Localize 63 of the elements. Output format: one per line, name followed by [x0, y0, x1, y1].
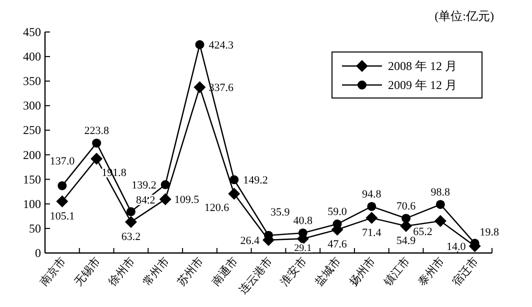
data-label: 424.3	[208, 40, 234, 52]
point	[160, 180, 170, 190]
data-label: 149.2	[243, 174, 268, 187]
y-tick-label: 100	[23, 196, 41, 211]
data-label: 70.6	[396, 200, 416, 212]
point	[367, 202, 376, 211]
point	[124, 216, 137, 228]
y-tick-label: 350	[23, 74, 41, 88]
data-label: 19.8	[480, 226, 500, 238]
data-label: 98.8	[430, 186, 451, 198]
data-label: 63.2	[121, 230, 141, 243]
legend-label: 2009 年 12 月	[388, 78, 457, 92]
data-label: 71.4	[362, 226, 382, 239]
data-label: 35.9	[270, 206, 290, 218]
y-tick-label: 150	[23, 172, 41, 186]
x-tick-label: 无锡市	[72, 254, 103, 288]
data-label: 40.8	[293, 214, 314, 227]
point	[90, 152, 103, 165]
y-tick-label: 450	[23, 25, 41, 39]
x-tick-label: 泰州市	[416, 254, 447, 288]
y-tick-label: 250	[23, 123, 41, 138]
y-tick-label: 400	[23, 50, 41, 64]
x-tick-label: 常州市	[140, 254, 172, 288]
data-label: 14.0	[446, 241, 466, 254]
y-tick-label: 300	[23, 98, 41, 113]
point	[436, 200, 445, 209]
x-tick-label: 淮安市	[278, 254, 310, 288]
x-tick-label: 苏州市	[174, 254, 206, 288]
point	[56, 195, 68, 208]
data-label: 54.9	[396, 235, 416, 248]
y-tick-label: 200	[23, 148, 41, 162]
data-label: 65.2	[413, 226, 432, 238]
data-label: 26.4	[240, 235, 260, 248]
point	[228, 188, 240, 200]
point	[195, 40, 204, 50]
data-label: 94.8	[362, 188, 382, 200]
point	[230, 175, 239, 184]
data-label: 47.6	[328, 238, 348, 251]
legend-label: 2008 年 12 月	[388, 59, 457, 73]
data-label: 137.0	[50, 156, 76, 168]
data-label: 139.2	[132, 180, 156, 192]
data-label: 29.1	[294, 243, 312, 254]
point	[92, 138, 102, 148]
point	[402, 214, 411, 223]
data-label: 223.8	[84, 125, 110, 138]
y-tick-label: 50	[29, 221, 41, 236]
point	[58, 181, 67, 190]
point	[159, 193, 172, 206]
x-tick-label: 宿迁市	[450, 254, 482, 288]
x-tick-label: 扬州市	[346, 254, 378, 288]
point	[194, 81, 206, 94]
data-label: 109.5	[174, 194, 200, 206]
point	[366, 212, 378, 224]
x-tick-label: 徐州市	[106, 254, 138, 288]
x-tick-label: 盐城市	[312, 254, 344, 288]
data-label: 59.0	[328, 206, 348, 218]
data-label: 105.1	[50, 210, 75, 222]
text: (单位:亿元)	[434, 9, 494, 23]
point	[126, 207, 136, 216]
x-tick-label: 镇江市	[380, 254, 412, 289]
data-label: 120.6	[204, 202, 230, 214]
y-tick-label: 0	[35, 246, 41, 260]
point	[434, 214, 446, 227]
